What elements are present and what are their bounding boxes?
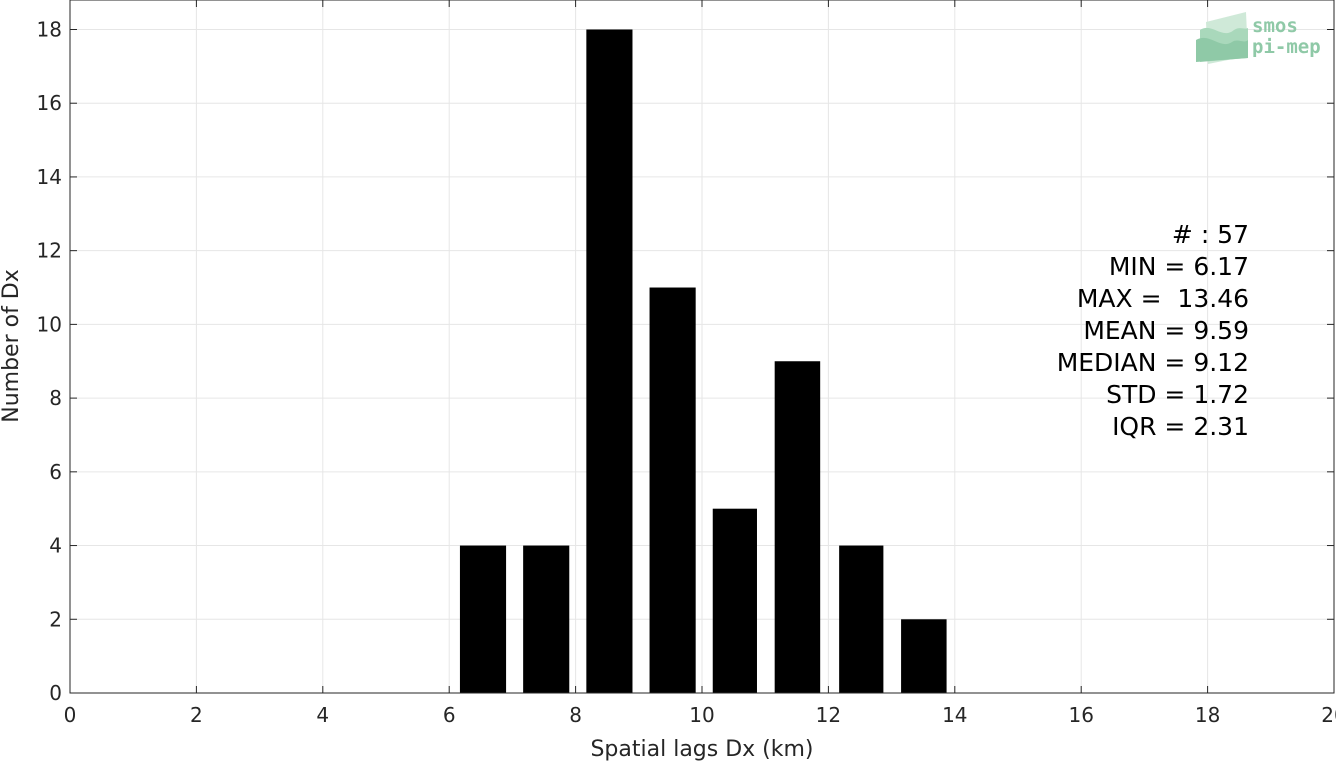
axes-group: [69, 0, 1335, 694]
histogram-bar-4: [649, 287, 696, 693]
y-tick-label: 2: [49, 607, 62, 631]
x-tick-label: 2: [190, 703, 203, 727]
histogram-bar-2: [523, 545, 570, 693]
x-tick-label: 8: [569, 703, 582, 727]
y-tick-label: 12: [37, 239, 62, 263]
histogram-bar-8: [901, 619, 947, 693]
statistics-box: # : 57 MIN = 6.17 MAX = 13.46 MEAN = 9.59 ME…: [1057, 220, 1249, 441]
x-tick-label: 6: [443, 703, 456, 727]
y-tick-label: 16: [37, 91, 62, 115]
y-tick-label: 10: [37, 312, 62, 336]
stats-line: STD = 1.72: [1106, 380, 1249, 409]
histogram-bar-6: [774, 361, 821, 693]
histogram-bar-1: [459, 545, 507, 693]
y-tick-label: 14: [37, 165, 62, 189]
histogram-bar-5: [712, 508, 757, 693]
x-tick-label: 16: [1068, 703, 1093, 727]
x-tick-label: 10: [689, 703, 714, 727]
y-tick-labels: 0 2 4 6 8 10 12 14 16 18: [37, 17, 62, 705]
stats-line: # : 57: [1172, 220, 1249, 249]
y-tick-label: 0: [49, 681, 62, 705]
logo-text-pimep: pi-mep: [1252, 36, 1321, 58]
x-tick-label: 18: [1195, 703, 1220, 727]
histogram-bar-7: [839, 545, 884, 693]
stats-line: IQR = 2.31: [1112, 412, 1249, 441]
x-tick-label: 20: [1321, 703, 1336, 727]
x-tick-label: 14: [942, 703, 967, 727]
stats-line: MAX = 13.46: [1077, 284, 1249, 313]
x-tick-label: 4: [316, 703, 329, 727]
stats-line: MEAN = 9.59: [1083, 316, 1249, 345]
y-tick-label: 8: [49, 386, 62, 410]
bars-group: [459, 29, 947, 693]
y-tick-label: 6: [49, 460, 62, 484]
y-axis-label: Number of Dx: [0, 269, 24, 423]
y-tick-label: 4: [49, 534, 62, 558]
stats-line: MEDIAN = 9.12: [1057, 348, 1249, 377]
x-tick-label: 12: [816, 703, 841, 727]
logo-wave-icon: [1196, 12, 1248, 64]
y-tick-label: 18: [37, 17, 62, 41]
logo-text-smos: smos: [1252, 15, 1298, 37]
x-tick-label: 0: [64, 703, 77, 727]
x-axis-label: Spatial lags Dx (km): [590, 737, 813, 762]
stats-line: MIN = 6.17: [1109, 252, 1249, 281]
histogram-bar-3: [586, 29, 633, 693]
smos-pi-mep-logo: smos pi-mep: [1196, 12, 1321, 64]
x-tick-labels: 0 2 4 6 8 10 12 14 16 18 20: [64, 703, 1336, 727]
